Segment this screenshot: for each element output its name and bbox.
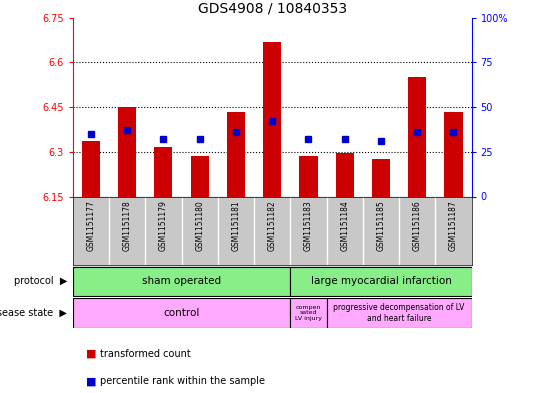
Text: GSM1151184: GSM1151184: [340, 200, 349, 251]
Text: percentile rank within the sample: percentile rank within the sample: [100, 376, 265, 386]
Text: GSM1151181: GSM1151181: [231, 200, 240, 251]
Bar: [118, 107, 136, 196]
Text: large myocardial infarction: large myocardial infarction: [310, 276, 452, 286]
Text: GSM1151180: GSM1151180: [195, 200, 204, 251]
Text: GSM1151187: GSM1151187: [449, 200, 458, 251]
Bar: [445, 112, 462, 196]
Bar: [154, 147, 172, 196]
FancyBboxPatch shape: [73, 298, 291, 327]
Text: GSM1151185: GSM1151185: [376, 200, 385, 251]
Text: GSM1151178: GSM1151178: [123, 200, 132, 251]
Text: GSM1151177: GSM1151177: [86, 200, 95, 251]
Text: progressive decompensation of LV
and heart failure: progressive decompensation of LV and hea…: [334, 303, 465, 323]
Text: control: control: [163, 308, 200, 318]
Text: GSM1151182: GSM1151182: [268, 200, 277, 251]
Bar: [408, 77, 426, 196]
Bar: [372, 159, 390, 196]
Text: ■: ■: [86, 376, 97, 386]
Bar: [227, 112, 245, 196]
FancyBboxPatch shape: [291, 298, 327, 327]
Title: GDS4908 / 10840353: GDS4908 / 10840353: [198, 1, 347, 15]
Text: GSM1151179: GSM1151179: [159, 200, 168, 251]
Text: disease state  ▶: disease state ▶: [0, 308, 67, 318]
FancyBboxPatch shape: [73, 267, 291, 296]
Bar: [82, 141, 100, 196]
FancyBboxPatch shape: [327, 298, 472, 327]
Bar: [299, 156, 317, 196]
Text: GSM1151183: GSM1151183: [304, 200, 313, 251]
Bar: [191, 156, 209, 196]
Text: compen
sated
LV injury: compen sated LV injury: [295, 305, 322, 321]
Bar: [263, 42, 281, 196]
Text: ■: ■: [86, 349, 97, 359]
Text: transformed count: transformed count: [100, 349, 190, 359]
Bar: [336, 153, 354, 196]
FancyBboxPatch shape: [291, 267, 472, 296]
Text: protocol  ▶: protocol ▶: [14, 276, 67, 286]
Text: GSM1151186: GSM1151186: [413, 200, 421, 251]
Text: sham operated: sham operated: [142, 276, 221, 286]
